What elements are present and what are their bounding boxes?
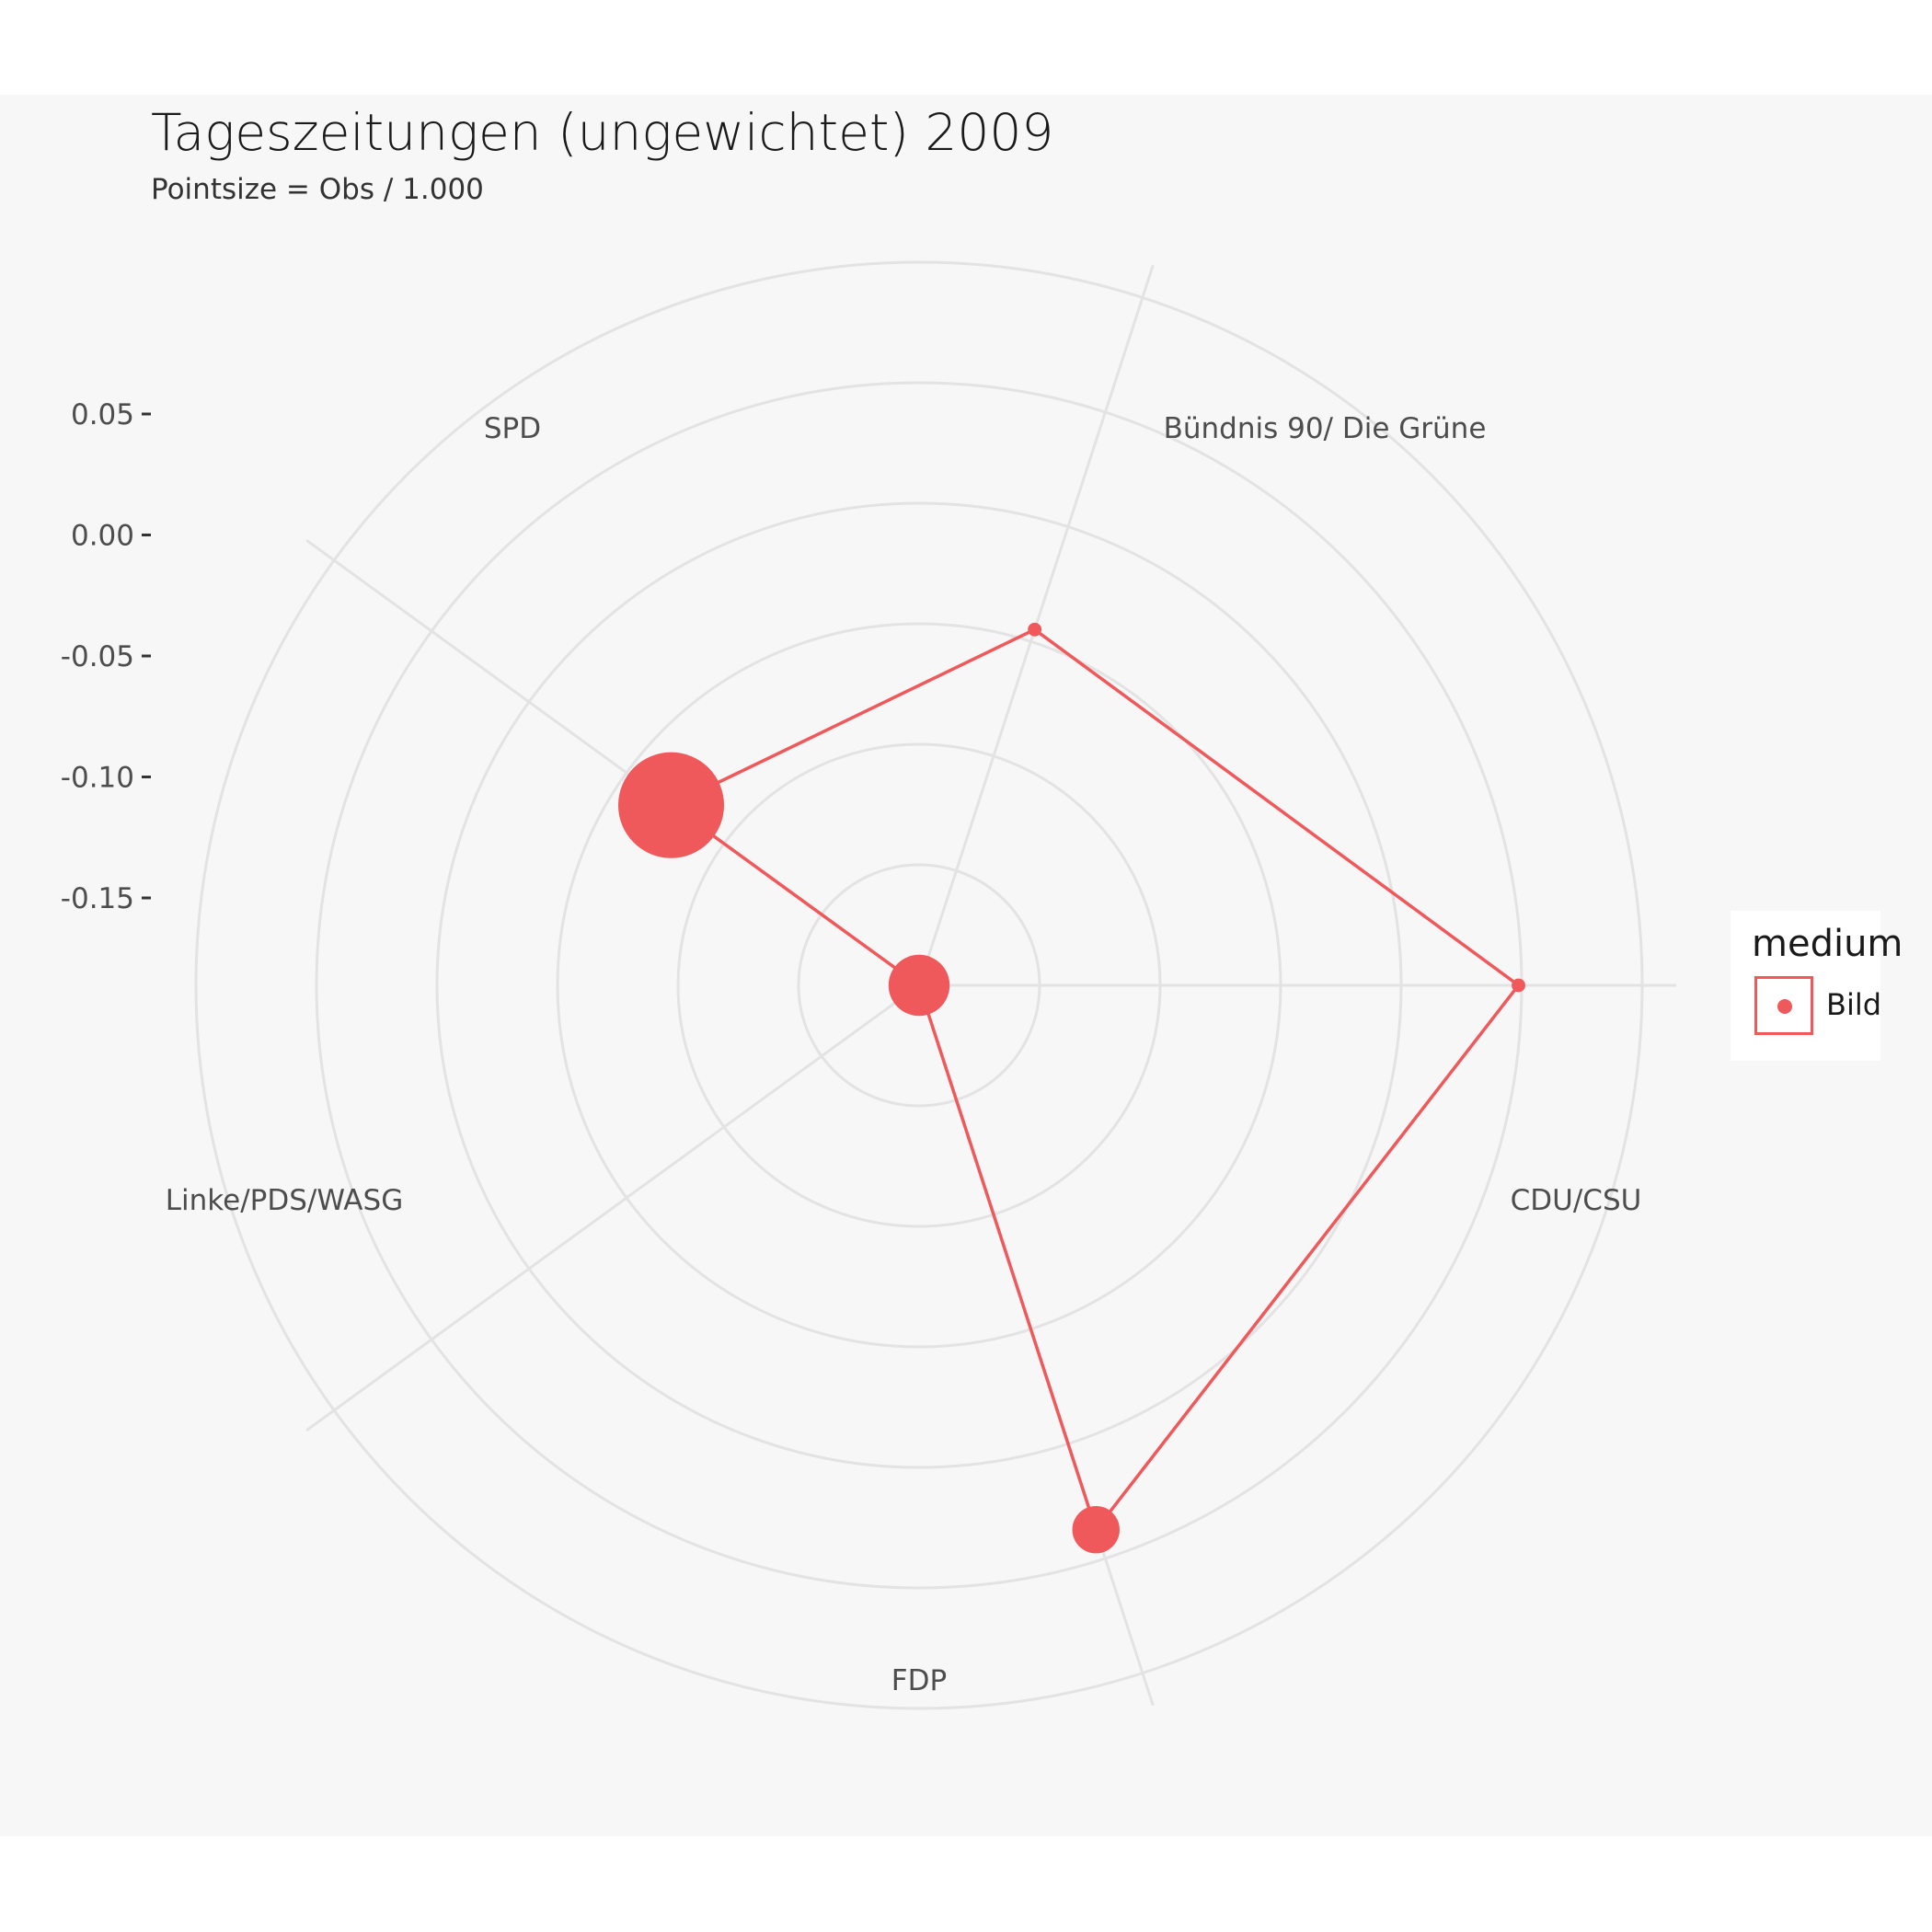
y-tick-label: -0.05 — [61, 640, 134, 673]
y-axis: 0.05 0.00 -0.05 -0.10 -0.15 — [61, 398, 151, 915]
series-layer — [617, 622, 1525, 1554]
data-point — [617, 752, 725, 858]
y-tick-label: 0.05 — [71, 398, 134, 431]
chart-title: Tageszeitungen (ungewichtet) 2009 — [151, 103, 1054, 162]
axis-labels: SPD Bündnis 90/ Die Grüne CDU/CSU FDP Linke/… — [166, 412, 1642, 1697]
grid-layer — [194, 260, 1676, 1710]
axis-label: Linke/PDS/WASG — [166, 1184, 403, 1217]
y-tick-label: 0.00 — [71, 520, 134, 553]
axis-label: Bündnis 90/ Die Grüne — [1164, 412, 1487, 445]
grid-spoke — [305, 983, 920, 1432]
data-point — [1072, 1505, 1120, 1554]
data-point — [888, 954, 950, 1017]
legend-key — [1754, 976, 1813, 1035]
axis-label: CDU/CSU — [1511, 1184, 1642, 1217]
legend-title: medium — [1752, 923, 1903, 965]
legend-point-icon — [1777, 999, 1792, 1014]
chart-subtitle: Pointsize = Obs / 1.000 — [151, 173, 484, 206]
y-tick-label: -0.10 — [61, 762, 134, 795]
y-tick-label: -0.15 — [61, 882, 134, 915]
series-line — [668, 627, 1521, 1534]
axis-label: SPD — [484, 412, 541, 445]
legend-item-label: Bild — [1826, 987, 1882, 1022]
data-point — [1512, 978, 1525, 993]
data-point — [1028, 622, 1042, 637]
axis-label: FDP — [891, 1664, 947, 1697]
